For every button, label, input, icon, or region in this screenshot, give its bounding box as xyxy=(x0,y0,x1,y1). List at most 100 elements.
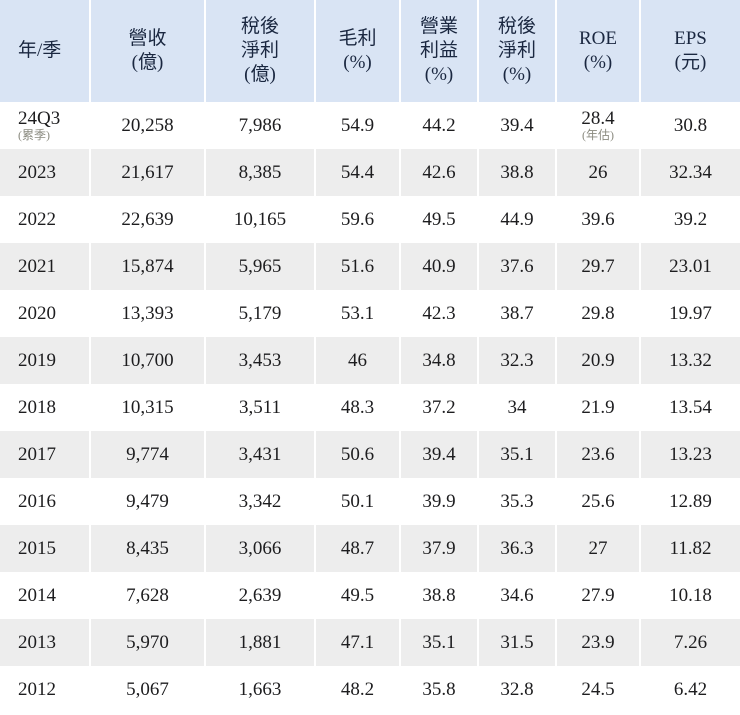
table-row: 2018 10,315 3,511 48.3 37.2 34 21.9 13.5… xyxy=(0,384,740,431)
cell-net-margin: 39.4 xyxy=(477,102,556,149)
cell-net-income: 1,663 xyxy=(204,666,315,713)
cell-roe: 29.7 xyxy=(555,243,640,290)
cell-roe: 21.9 xyxy=(555,384,640,431)
table-row: 2022 22,639 10,165 59.6 49.5 44.9 39.6 3… xyxy=(0,196,740,243)
cell-operating-margin: 37.2 xyxy=(399,384,478,431)
cell-gross-margin: 49.5 xyxy=(314,572,400,619)
cell-gross-margin: 51.6 xyxy=(314,243,400,290)
cell-net-margin: 36.3 xyxy=(477,525,556,572)
cell-period: 2018 xyxy=(0,384,90,431)
cell-operating-margin: 38.8 xyxy=(399,572,478,619)
cell-revenue: 21,617 xyxy=(89,149,205,196)
roe-value: 20.9 xyxy=(581,349,615,371)
table-header: 年/季 營收 (億) 稅後 淨利 (億) 毛利 (%) 營業 利益 (%) 稅後… xyxy=(0,0,740,102)
period-value: 2023 xyxy=(18,161,56,183)
cell-gross-margin: 50.6 xyxy=(314,431,400,478)
table-row: 2012 5,067 1,663 48.2 35.8 32.8 24.5 6.4… xyxy=(0,666,740,713)
table-row: 2015 8,435 3,066 48.7 37.9 36.3 27 11.82 xyxy=(0,525,740,572)
period-value: 2013 xyxy=(18,631,56,653)
roe-value: 25.6 xyxy=(581,490,615,512)
cell-eps: 39.2 xyxy=(639,196,740,243)
period-value: 2018 xyxy=(18,396,56,418)
cell-roe: 25.6 xyxy=(555,478,640,525)
roe-value: 29.8 xyxy=(581,302,615,324)
period-value: 2017 xyxy=(18,443,56,465)
cell-revenue: 7,628 xyxy=(89,572,205,619)
cell-revenue: 9,479 xyxy=(89,478,205,525)
cell-net-income: 1,881 xyxy=(204,619,315,666)
cell-roe: 28.4 (年估) xyxy=(555,102,640,149)
cell-period: 2014 xyxy=(0,572,90,619)
cell-net-margin: 44.9 xyxy=(477,196,556,243)
cell-operating-margin: 39.4 xyxy=(399,431,478,478)
cell-eps: 19.97 xyxy=(639,290,740,337)
roe-value: 21.9 xyxy=(581,396,615,418)
cell-gross-margin: 48.7 xyxy=(314,525,400,572)
table-body: 24Q3 (累季) 20,258 7,986 54.9 44.2 39.4 28… xyxy=(0,102,740,713)
cell-period: 2016 xyxy=(0,478,90,525)
cell-net-income: 5,965 xyxy=(204,243,315,290)
table-row: 2013 5,970 1,881 47.1 35.1 31.5 23.9 7.2… xyxy=(0,619,740,666)
cell-operating-margin: 35.1 xyxy=(399,619,478,666)
cell-operating-margin: 40.9 xyxy=(399,243,478,290)
roe-value: 39.6 xyxy=(581,208,615,230)
table-row: 2023 21,617 8,385 54.4 42.6 38.8 26 32.3… xyxy=(0,149,740,196)
cell-gross-margin: 48.2 xyxy=(314,666,400,713)
cell-operating-margin: 42.6 xyxy=(399,149,478,196)
cell-roe: 24.5 xyxy=(555,666,640,713)
cell-net-income: 7,986 xyxy=(204,102,315,149)
roe-value: 23.6 xyxy=(581,443,615,465)
column-header-eps: EPS (元) xyxy=(639,0,740,102)
table-row: 2019 10,700 3,453 46 34.8 32.3 20.9 13.3… xyxy=(0,337,740,384)
cell-eps: 13.54 xyxy=(639,384,740,431)
table-row: 2021 15,874 5,965 51.6 40.9 37.6 29.7 23… xyxy=(0,243,740,290)
cell-eps: 12.89 xyxy=(639,478,740,525)
cell-net-margin: 38.8 xyxy=(477,149,556,196)
cell-net-margin: 38.7 xyxy=(477,290,556,337)
period-value: 2021 xyxy=(18,255,56,277)
cell-revenue: 10,700 xyxy=(89,337,205,384)
period-value: 2022 xyxy=(18,208,56,230)
cell-net-margin: 37.6 xyxy=(477,243,556,290)
table-row: 2014 7,628 2,639 49.5 38.8 34.6 27.9 10.… xyxy=(0,572,740,619)
cell-roe: 23.9 xyxy=(555,619,640,666)
cell-eps: 32.34 xyxy=(639,149,740,196)
cell-period: 2015 xyxy=(0,525,90,572)
table-row: 2020 13,393 5,179 53.1 42.3 38.7 29.8 19… xyxy=(0,290,740,337)
cell-operating-margin: 44.2 xyxy=(399,102,478,149)
cell-roe: 39.6 xyxy=(555,196,640,243)
cell-net-margin: 32.3 xyxy=(477,337,556,384)
roe-value: 23.9 xyxy=(581,631,615,653)
cell-gross-margin: 59.6 xyxy=(314,196,400,243)
cell-period: 2023 xyxy=(0,149,90,196)
cell-net-income: 3,511 xyxy=(204,384,315,431)
cell-operating-margin: 49.5 xyxy=(399,196,478,243)
cell-gross-margin: 54.9 xyxy=(314,102,400,149)
cell-net-income: 3,342 xyxy=(204,478,315,525)
table-row: 2017 9,774 3,431 50.6 39.4 35.1 23.6 13.… xyxy=(0,431,740,478)
cell-period: 2017 xyxy=(0,431,90,478)
column-header-roe: ROE (%) xyxy=(555,0,640,102)
cell-net-margin: 31.5 xyxy=(477,619,556,666)
cell-revenue: 9,774 xyxy=(89,431,205,478)
period-value: 2019 xyxy=(18,349,56,371)
column-header-net-income: 稅後 淨利 (億) xyxy=(204,0,315,102)
cell-net-margin: 34.6 xyxy=(477,572,556,619)
cell-revenue: 5,970 xyxy=(89,619,205,666)
period-value: 2014 xyxy=(18,584,56,606)
roe-value: 29.7 xyxy=(581,255,615,277)
cell-period: 2019 xyxy=(0,337,90,384)
cell-operating-margin: 37.9 xyxy=(399,525,478,572)
period-value: 2020 xyxy=(18,302,56,324)
period-value: 24Q3 xyxy=(18,107,61,129)
table-row: 2016 9,479 3,342 50.1 39.9 35.3 25.6 12.… xyxy=(0,478,740,525)
cell-operating-margin: 42.3 xyxy=(399,290,478,337)
cell-net-margin: 32.8 xyxy=(477,666,556,713)
cell-period: 2013 xyxy=(0,619,90,666)
cell-operating-margin: 35.8 xyxy=(399,666,478,713)
cell-net-income: 3,066 xyxy=(204,525,315,572)
cell-gross-margin: 46 xyxy=(314,337,400,384)
period-note: (累季) xyxy=(18,127,50,142)
cell-gross-margin: 53.1 xyxy=(314,290,400,337)
